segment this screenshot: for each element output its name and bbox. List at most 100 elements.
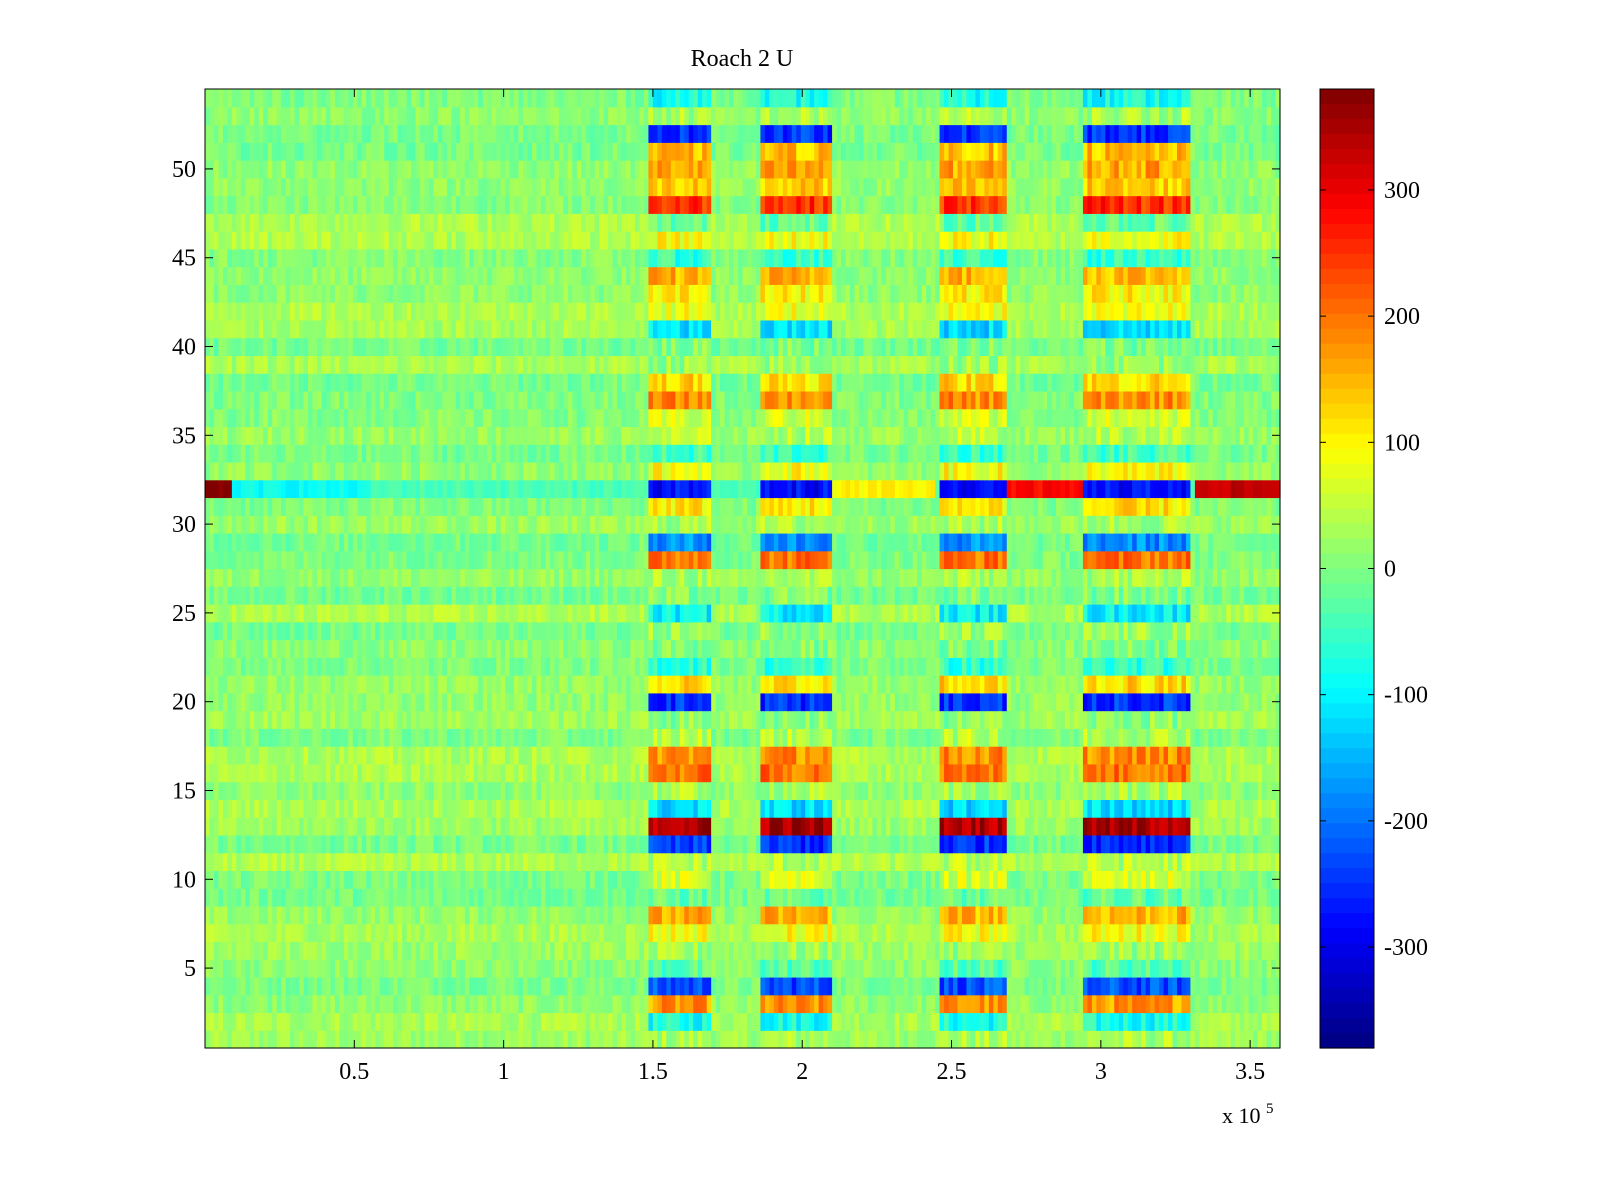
heat-cell [966,763,972,783]
heat-cell [1033,746,1039,765]
heat-cell [491,710,497,729]
heat-cell [769,852,775,872]
heat-cell [832,852,838,872]
heat-cell [675,976,681,996]
heat-cell [970,746,977,765]
heat-cell [1194,710,1200,729]
heat-cell [1100,781,1106,800]
heat-cell [814,728,820,747]
heat-cell [881,799,887,818]
heat-cell [442,746,448,765]
heat-cell [993,1030,999,1049]
heat-cell [451,941,457,960]
heat-cell [729,799,735,818]
heat-cell [899,959,905,978]
heat-cell [437,888,443,907]
heat-cell [294,852,300,872]
heat-cell [1024,710,1030,729]
heat-cell [509,976,515,996]
heat-cell [1073,905,1080,925]
heat-cell [970,1012,977,1031]
heat-cell [858,976,865,996]
heat-cell [608,976,614,996]
heat-cell [500,888,506,907]
heat-cell [558,799,564,818]
heat-cell [746,675,753,694]
heat-cell [984,728,990,747]
heat-cell [290,728,296,747]
heat-cell [218,1012,224,1031]
heat-cell [514,1030,520,1049]
heat-cell [1203,746,1209,765]
heat-cell [1199,692,1205,712]
heat-cell [415,923,421,943]
heat-cell [1141,905,1147,925]
heat-cell [1185,905,1192,925]
heat-cell [1136,888,1142,907]
heat-cell [496,1030,502,1049]
heat-cell [845,1012,851,1031]
heat-cell [957,799,963,818]
heat-cell [894,905,900,925]
heat-cell [428,852,435,872]
heat-cell [850,710,856,729]
heat-cell [545,941,551,960]
heat-cell [639,1030,645,1049]
heat-cell [796,1012,802,1031]
heat-cell [688,888,694,907]
heat-cell [299,728,305,747]
heat-cell [854,781,860,800]
heat-cell [585,959,591,978]
heat-cell [1235,852,1241,872]
heat-cell [1078,781,1084,800]
heat-cell [1145,781,1151,800]
heat-cell [760,941,766,960]
heat-cell [1015,799,1021,818]
heat-cell [397,941,403,960]
heat-cell [1244,1012,1250,1031]
heat-cell [755,888,762,907]
heat-cell [818,959,824,978]
heat-cell [926,763,932,783]
heat-cell [1275,834,1281,854]
heat-cell [948,728,954,747]
heat-cell [827,976,833,996]
heat-cell [890,781,896,800]
heat-cell [549,763,555,783]
heat-cell [652,817,658,836]
heat-cell [1020,994,1026,1014]
heat-cell [303,781,309,800]
heat-cell [523,994,529,1014]
heat-cell [908,1012,914,1031]
heat-cell [1230,905,1236,925]
heat-cell [917,976,923,996]
heat-cell [867,870,873,889]
heat-cell [1065,1030,1071,1049]
heat-cell [751,675,757,694]
heat-cell [836,692,842,712]
heat-cell [643,728,650,747]
heat-cell [420,728,426,747]
heat-cell [948,888,954,907]
heat-cell [1100,852,1106,872]
heat-cell [1029,710,1035,729]
heat-cell [240,799,246,818]
heat-cell [464,763,470,783]
heat-cell [720,994,726,1014]
heat-cell [975,941,981,960]
heat-cell [890,1012,896,1031]
heat-cell [706,710,712,729]
heat-cell [939,959,945,978]
heat-cell [518,959,524,978]
heat-cell [1176,1012,1183,1031]
heat-cell [912,941,918,960]
heat-cell [809,817,815,836]
heat-cell [442,905,448,925]
heat-cell [953,746,959,765]
heat-cell [1226,941,1232,960]
heat-cell [876,994,882,1014]
heat-cell [299,692,305,712]
heat-cell [1239,834,1245,854]
heat-cell [881,817,887,836]
heat-cell [375,1030,381,1049]
